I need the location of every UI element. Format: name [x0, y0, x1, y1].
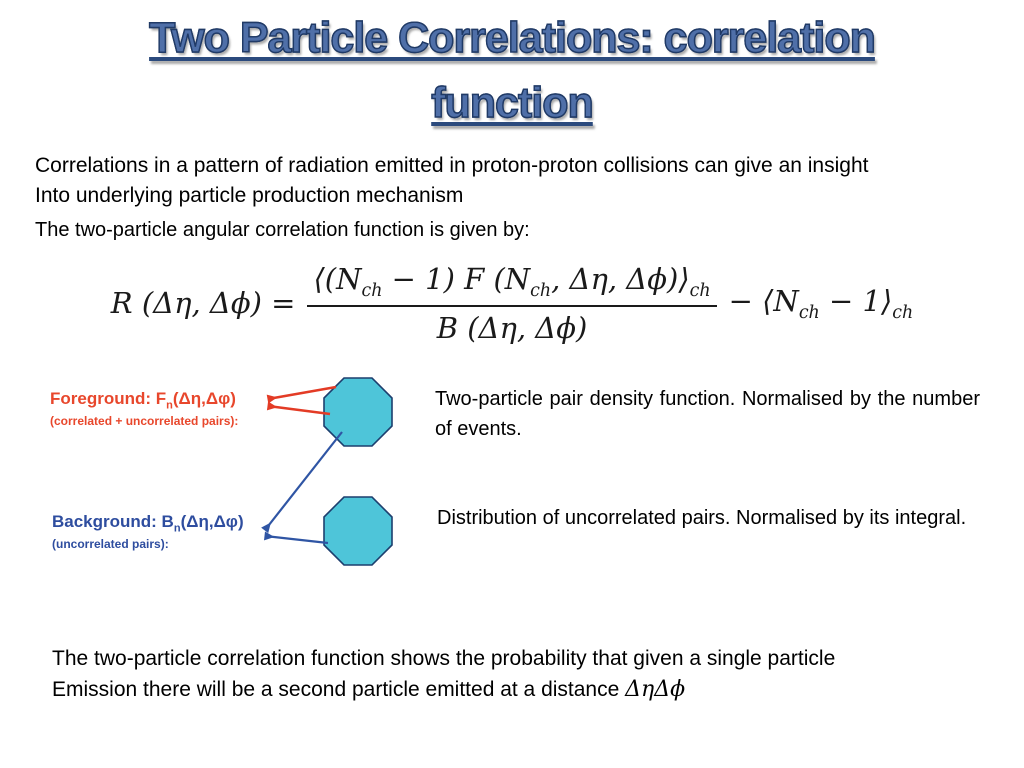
- formula-denominator: B (Δη, Δϕ): [436, 310, 588, 345]
- formula-tail: − ⟨Nch − 1⟩ch: [729, 284, 914, 323]
- subscript-ch: ch: [892, 302, 914, 323]
- title-line-1: Two Particle Correlations: correlation: [148, 13, 876, 62]
- background-label-text: Background: B: [52, 512, 174, 531]
- numerator-text: ⟨(N: [313, 262, 362, 296]
- foreground-label-args: (Δη,Δφ): [172, 389, 236, 408]
- background-label-args: (Δη,Δφ): [180, 512, 244, 531]
- subscript-ch: ch: [689, 280, 711, 301]
- octagon-foreground: [323, 377, 393, 447]
- tail-text: − ⟨N: [728, 284, 799, 318]
- slide-title: Two Particle Correlations: correlation f…: [0, 6, 1024, 135]
- formula-lhs: R (Δη, Δϕ) =: [110, 286, 296, 321]
- subscript-n: n: [166, 399, 173, 412]
- subscript-ch: ch: [530, 280, 552, 301]
- foreground-arrow-1: [266, 385, 337, 404]
- background-arrow-1: [261, 431, 343, 534]
- background-arrow-2: [264, 531, 329, 545]
- foreground-label-main: Foreground: Fn(Δη,Δφ): [50, 389, 238, 411]
- numerator-text: , Δη, Δϕ)⟩: [551, 262, 690, 296]
- intro-line-1: Correlations in a pattern of radiation e…: [35, 154, 869, 177]
- intro-line-2: Into underlying particle production mech…: [35, 184, 464, 208]
- foreground-description: Two-particle pair density function. Norm…: [435, 388, 980, 440]
- fraction-bar: [307, 304, 717, 307]
- background-label-main: Background: Bn(Δη,Δφ): [52, 512, 244, 534]
- background-label: Background: Bn(Δη,Δφ) (uncorrelated pair…: [52, 512, 244, 551]
- formula-numerator: ⟨(Nch − 1) F (Nch, Δη, Δϕ)⟩ch: [307, 262, 716, 301]
- title-line-2: function: [431, 78, 595, 127]
- formula-fraction: ⟨(Nch − 1) F (Nch, Δη, Δϕ)⟩ch B (Δη, Δϕ): [307, 262, 717, 345]
- subscript-ch: ch: [361, 280, 383, 301]
- closing-line-1: The two-particle correlation function sh…: [52, 647, 836, 670]
- formula-lead-text: The two-particle angular correlation fun…: [35, 219, 530, 241]
- foreground-note: (correlated + uncorrelated pairs):: [50, 414, 239, 429]
- tail-text: − 1⟩: [819, 284, 893, 318]
- subscript-ch: ch: [798, 302, 820, 323]
- closing-line-2-text: Emission there will be a second particle…: [52, 678, 626, 702]
- numerator-text: − 1) F (N: [382, 262, 531, 296]
- background-description: Distribution of uncorrelated pairs. Norm…: [437, 507, 967, 529]
- closing-paragraph: The two-particle correlation function sh…: [52, 644, 982, 706]
- closing-math-symbols: ΔηΔϕ: [625, 677, 686, 703]
- background-note: (uncorrelated pairs):: [52, 537, 169, 552]
- foreground-label-text: Foreground: F: [50, 389, 167, 408]
- foreground-label: Foreground: Fn(Δη,Δφ) (correlated + unco…: [50, 389, 238, 428]
- octagon-background: [323, 496, 393, 566]
- closing-line-2: Emission there will be a second particle…: [52, 674, 982, 706]
- foreground-arrow-2: [266, 401, 331, 416]
- intro-paragraph: Correlations in a pattern of radiation e…: [35, 151, 868, 212]
- subscript-n: n: [173, 522, 181, 535]
- correlation-formula: R (Δη, Δϕ) = ⟨(Nch − 1) F (Nch, Δη, Δϕ)⟩…: [0, 262, 1024, 345]
